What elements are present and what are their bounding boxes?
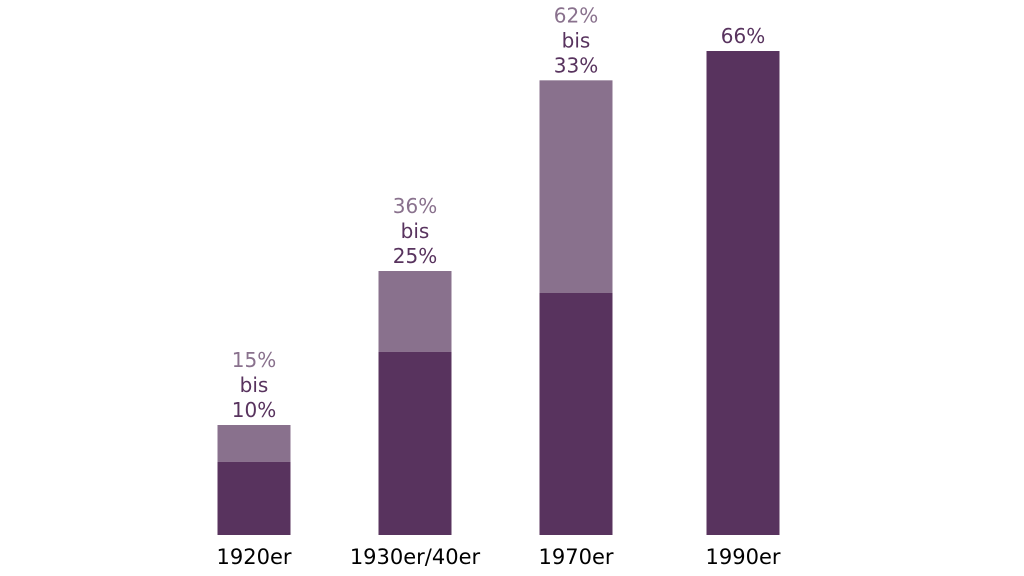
category-label-2: 1970er: [539, 545, 614, 569]
data-label-connector-0: bis: [240, 373, 269, 397]
bar-range-1: [378, 271, 452, 352]
category-label-0: 1920er: [217, 545, 292, 569]
bar-base-2: [539, 293, 613, 535]
bar-base-1: [378, 351, 452, 535]
data-label-upper-1: 36%: [393, 194, 437, 218]
category-label-3: 1990er: [706, 545, 781, 569]
data-label-connector-2: bis: [562, 28, 591, 52]
data-label-connector-1: bis: [401, 219, 430, 243]
bar-base-3: [706, 51, 780, 535]
bar-base-0: [217, 461, 291, 535]
bar-range-0: [217, 425, 291, 462]
category-label-1: 1930er/40er: [350, 545, 481, 569]
data-label-upper-0: 15%: [232, 348, 276, 372]
data-label-lower-0: 10%: [232, 398, 276, 422]
data-label-upper-2: 62%: [554, 3, 598, 27]
labels-group: 1920er15%bis10%1930er/40er36%bis25%1970e…: [217, 3, 781, 569]
data-label-lower-1: 25%: [393, 244, 437, 268]
data-label-lower-3: 66%: [721, 24, 765, 48]
bars-group: [217, 51, 780, 535]
data-label-lower-2: 33%: [554, 53, 598, 77]
bar-range-2: [539, 80, 613, 293]
